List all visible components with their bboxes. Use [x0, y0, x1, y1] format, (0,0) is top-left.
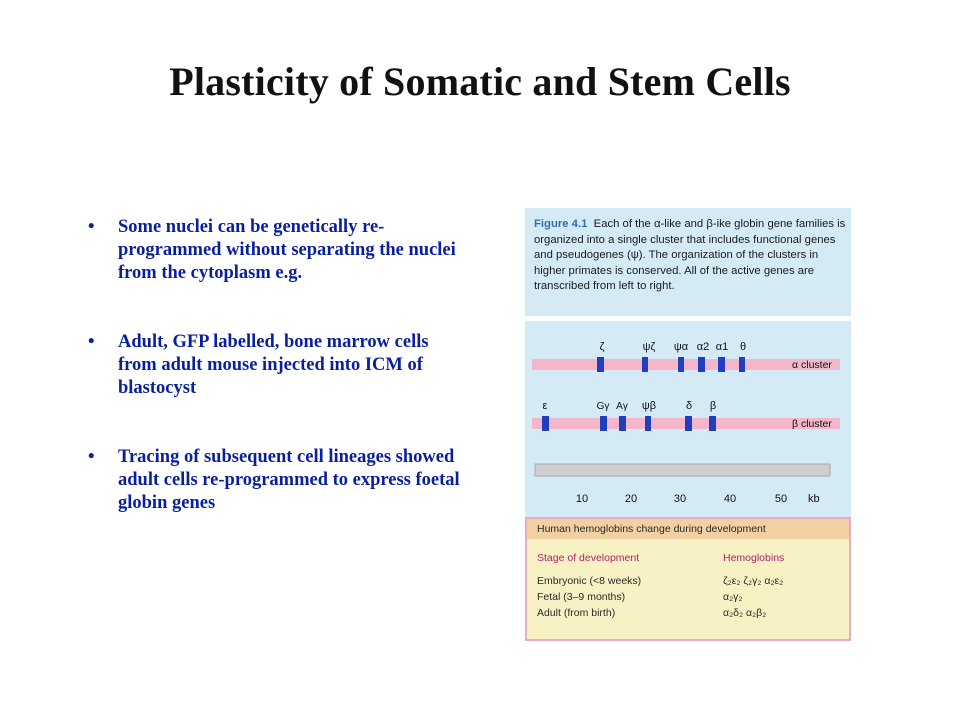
figure-caption: Figure 4.1 Each of the α-like and β-ike … [534, 217, 846, 295]
gene-box-zeta [597, 357, 604, 372]
gene-box-psi-zeta [642, 357, 648, 372]
figure-caption-label: Figure 4.1 [534, 218, 588, 230]
bullet-marker: • [88, 217, 95, 237]
gene-cluster-svg: ζ ψζ ψα α2 α1 θ α cluster ε Gγ Aγ ψβ δ β… [532, 341, 840, 505]
gene-box-delta [685, 416, 692, 431]
table-cell-stage: Adult (from birth) [537, 607, 616, 619]
scale-bar [534, 463, 831, 477]
gene-box-epsilon [542, 416, 549, 431]
bullet-marker: • [88, 447, 95, 467]
alpha-cluster-label: α cluster [792, 359, 832, 371]
gene-label-alpha: θ [740, 341, 746, 353]
scale-tick-label: 20 [625, 493, 637, 505]
alpha-cluster-bar [532, 359, 840, 370]
bullet-text: Tracing of subsequent cell lineages show… [118, 447, 460, 513]
scale-tick-label: 30 [674, 493, 686, 505]
scale-tick-label: 50 [775, 493, 787, 505]
gene-box-alpha1 [718, 357, 725, 372]
gene-cluster-diagram: ζ ψζ ψα α2 α1 θ α cluster ε Gγ Aγ ψβ δ β… [525, 321, 851, 517]
figure-caption-text: Each of the α-like and β-ike globin gene… [534, 218, 846, 293]
gene-label-beta: Gγ [597, 401, 610, 412]
gene-box-A-gamma [619, 416, 626, 431]
gene-box-psi-alpha [678, 357, 684, 372]
scale-tick-label: 10 [576, 493, 588, 505]
gene-label-alpha: ψζ [643, 341, 656, 353]
gene-label-beta: Aγ [616, 401, 628, 412]
column-header-stage: Stage of development [537, 552, 640, 564]
table-cell-hemoglobin: α₂δ₂ α₂β₂ [723, 607, 767, 619]
table-cell-hemoglobin: α₂γ₂ [723, 591, 743, 603]
beta-cluster-label: β cluster [792, 418, 832, 430]
bullet-item: • Tracing of subsequent cell lineages sh… [88, 446, 460, 515]
gene-box-beta [709, 416, 716, 431]
figure-caption-panel: Figure 4.1 Each of the α-like and β-ike … [525, 208, 851, 316]
gene-box-G-gamma [600, 416, 607, 431]
globin-figure: Figure 4.1 Each of the α-like and β-ike … [525, 208, 851, 641]
bullet-marker: • [88, 332, 95, 352]
gene-label-alpha: α1 [716, 341, 728, 353]
bullet-item: • Some nuclei can be genetically re-prog… [88, 216, 460, 285]
table-header: Human hemoglobins change during developm… [527, 519, 849, 539]
gene-label-alpha: ψα [674, 341, 689, 353]
table-cell-hemoglobin: ζ₂ε₂ ζ₂γ₂ α₂ε₂ [723, 575, 784, 587]
column-header-hemoglobins: Hemoglobins [723, 552, 785, 564]
gene-box-alpha2 [698, 357, 705, 372]
table-cell-stage: Fetal (3–9 months) [537, 591, 626, 603]
bullet-text: Some nuclei can be genetically re-progra… [118, 217, 456, 283]
gene-label-beta: ψβ [642, 400, 656, 412]
table-cell-stage: Embryonic (<8 weeks) [537, 575, 642, 587]
bullet-text: Adult, GFP labelled, bone marrow cells f… [118, 332, 429, 398]
gene-label-alpha: α2 [697, 341, 709, 353]
slide-title: Plasticity of Somatic and Stem Cells [169, 59, 791, 104]
scale-tick-label: 40 [724, 493, 736, 505]
bullet-item: • Adult, GFP labelled, bone marrow cells… [88, 331, 460, 400]
scale-unit-label: kb [808, 493, 820, 505]
gene-label-beta: ε [543, 400, 548, 412]
gene-box-psi-beta [645, 416, 651, 431]
gene-box-theta [739, 357, 745, 372]
gene-label-alpha: ζ [600, 341, 605, 353]
gene-label-beta: δ [686, 400, 692, 412]
hemoglobin-table: Human hemoglobins change during developm… [525, 517, 851, 641]
bullet-list: • Some nuclei can be genetically re-prog… [88, 216, 460, 561]
gene-label-beta: β [710, 400, 716, 412]
